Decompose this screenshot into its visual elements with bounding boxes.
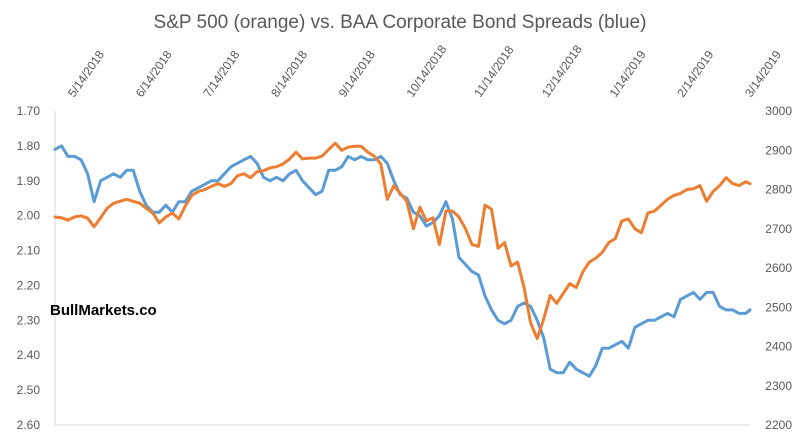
sp500-series-line xyxy=(53,141,752,341)
x-tick-label: 3/14/2019 xyxy=(742,48,784,100)
left-tick-label: 2.40 xyxy=(17,348,41,362)
x-tick-label: 10/14/2018 xyxy=(403,42,449,99)
right-tick-label: 2600 xyxy=(765,261,792,275)
left-tick-label: 2.60 xyxy=(17,418,41,432)
x-tick-label: 1/14/2019 xyxy=(607,48,649,100)
x-tick-label: 2/14/2019 xyxy=(674,48,716,100)
series-layer xyxy=(53,141,752,378)
right-tick-label: 2700 xyxy=(765,222,792,236)
x-tick-label: 12/14/2018 xyxy=(539,42,585,99)
left-tick-label: 2.20 xyxy=(17,278,41,292)
right-tick-label: 2500 xyxy=(765,300,792,314)
chart-title: S&P 500 (orange) vs. BAA Corporate Bond … xyxy=(154,12,647,33)
right-axis-tick-labels: 3000 2900 2800 2700 2600 2500 2400 2300 2200 xyxy=(765,104,792,432)
right-tick-label: 2800 xyxy=(765,183,792,197)
x-tick-label: 11/14/2018 xyxy=(471,43,517,100)
left-tick-label: 1.80 xyxy=(17,139,41,153)
left-axis-tick-labels: 1.70 1.80 1.90 2.00 2.10 2.20 2.30 2.40 2.50 2.60 xyxy=(17,104,41,432)
right-tick-label: 2300 xyxy=(765,379,792,393)
left-tick-label: 2.10 xyxy=(17,244,41,258)
left-tick-label: 2.00 xyxy=(17,209,41,223)
right-tick-label: 3000 xyxy=(765,104,792,118)
x-tick-label: 7/14/2018 xyxy=(200,48,242,100)
watermark: BullMarkets.co xyxy=(50,302,157,319)
x-tick-label: 9/14/2018 xyxy=(336,48,378,100)
bond-spread-series-line xyxy=(53,144,752,378)
x-tick-label: 6/14/2018 xyxy=(133,48,175,100)
left-tick-label: 2.50 xyxy=(17,383,41,397)
right-tick-label: 2200 xyxy=(765,418,792,432)
right-tick-label: 2900 xyxy=(765,143,792,157)
right-tick-label: 2400 xyxy=(765,340,792,354)
left-tick-label: 2.30 xyxy=(17,313,41,327)
x-axis-tick-labels: 5/14/2018 6/14/2018 7/14/2018 8/14/2018 9/14… xyxy=(65,42,784,99)
left-tick-label: 1.90 xyxy=(17,174,41,188)
x-tick-label: 5/14/2018 xyxy=(65,48,107,100)
left-tick-label: 1.70 xyxy=(17,104,41,118)
x-tick-label: 8/14/2018 xyxy=(268,48,310,100)
